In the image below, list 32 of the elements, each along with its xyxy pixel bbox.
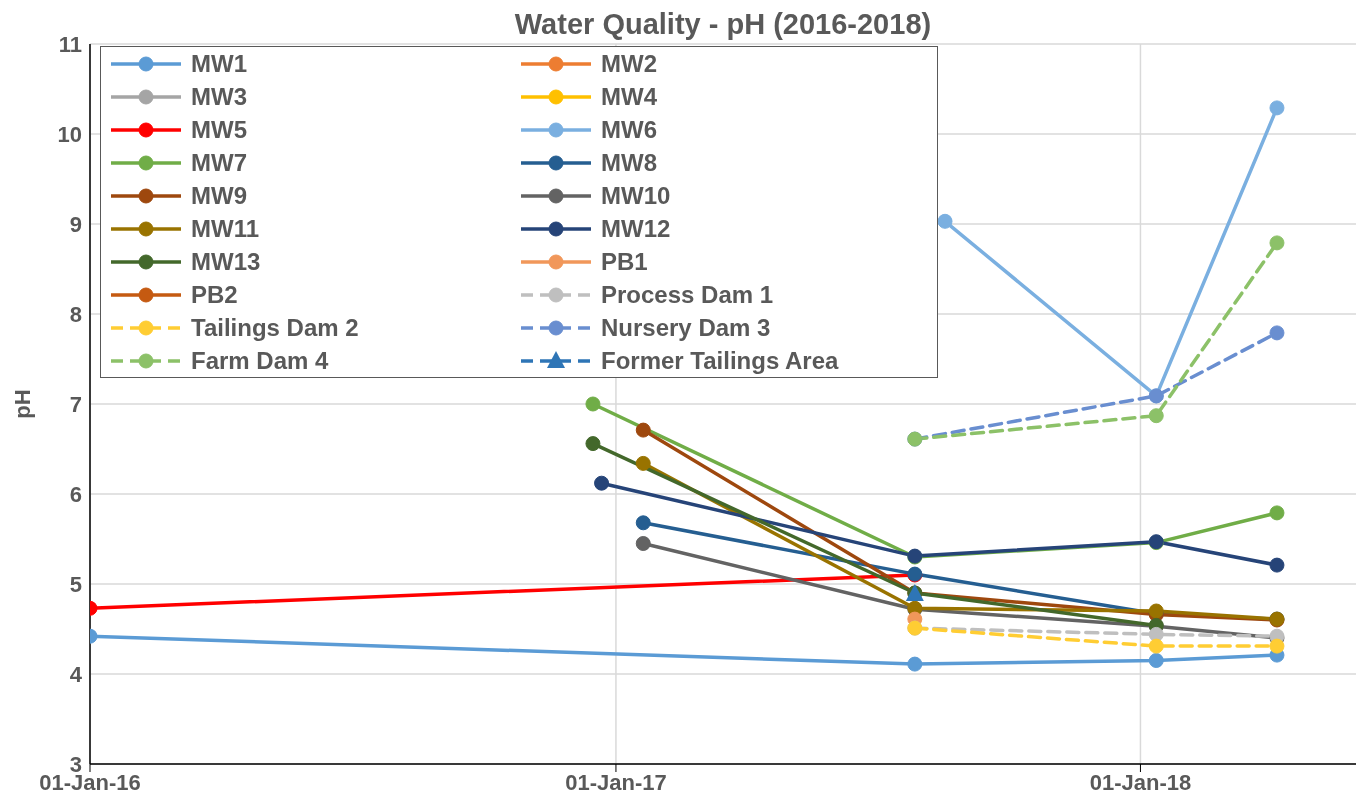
legend-label: MW4 <box>601 82 657 111</box>
legend-label: MW13 <box>191 247 261 276</box>
y-tick-label: 5 <box>69 571 82 597</box>
legend-label: MW3 <box>191 82 247 111</box>
y-tick-label: 7 <box>69 391 82 417</box>
legend-label: Tailings Dam 2 <box>191 313 359 342</box>
legend-label: PB1 <box>601 247 648 276</box>
y-axis-title: pH <box>9 389 35 419</box>
y-tick-label: 10 <box>57 121 82 147</box>
y-tick-label: 9 <box>69 211 82 237</box>
legend-label: MW8 <box>601 148 657 177</box>
legend-label: MW1 <box>191 49 247 78</box>
legend-label: Process Dam 1 <box>601 280 774 309</box>
y-tick-label: 4 <box>69 661 83 687</box>
legend-label: MW7 <box>191 148 247 177</box>
y-tick-label: 6 <box>69 481 82 507</box>
legend-label: MW10 <box>601 181 671 210</box>
y-tick-label: 11 <box>58 31 82 57</box>
legend-label: MW9 <box>191 181 247 210</box>
legend-label: MW6 <box>601 115 657 144</box>
legend-label: Nursery Dam 3 <box>601 313 771 342</box>
legend-label: MW2 <box>601 49 657 78</box>
legend-label: MW5 <box>191 115 247 144</box>
legend-label: Former Tailings Area <box>601 346 839 375</box>
y-tick-label: 8 <box>69 301 82 327</box>
legend-label: MW11 <box>191 214 260 243</box>
legend-label: PB2 <box>191 280 238 309</box>
chart-title: Water Quality - pH (2016-2018) <box>513 8 933 41</box>
x-tick-label: 01-Jan-17 <box>565 769 667 795</box>
legend-label: Farm Dam 4 <box>191 346 329 375</box>
x-tick-label: 01-Jan-18 <box>1089 769 1192 795</box>
legend-label: MW12 <box>601 214 671 243</box>
